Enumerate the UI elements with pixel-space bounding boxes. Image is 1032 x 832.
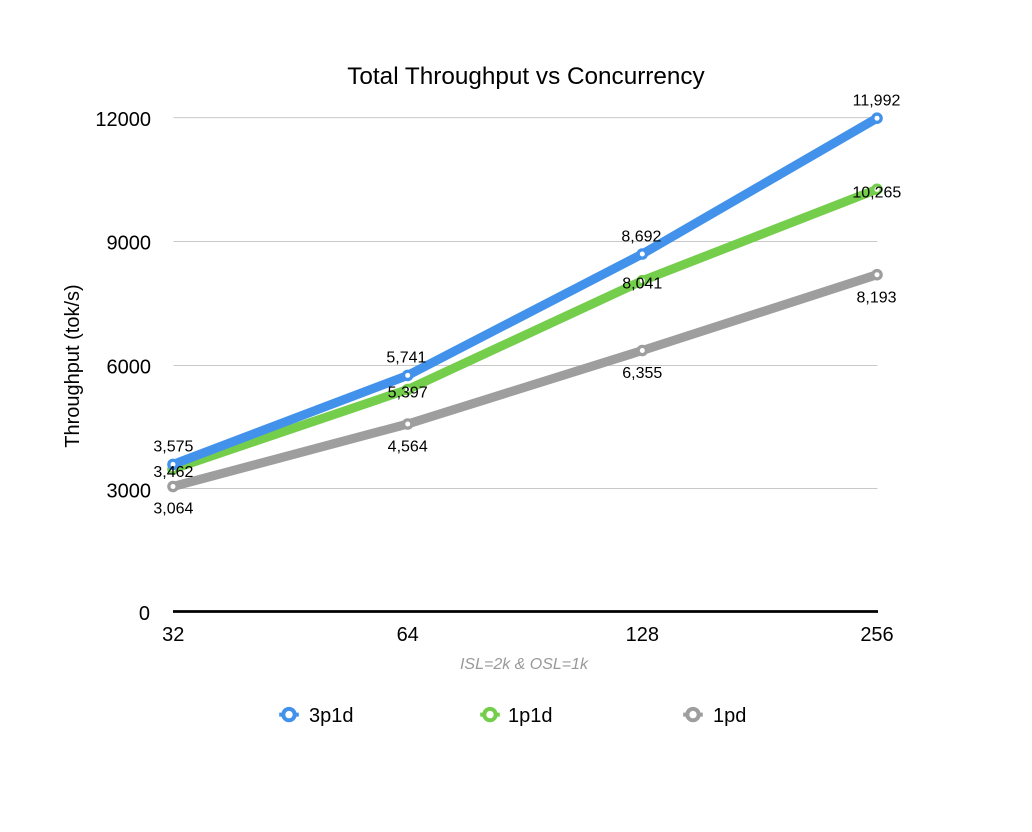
svg-text:Total Throughput vs Concurrenc: Total Throughput vs Concurrency [347, 63, 705, 90]
svg-text:64: 64 [397, 624, 419, 646]
svg-text:256: 256 [860, 624, 893, 646]
svg-text:12000: 12000 [95, 109, 151, 131]
svg-text:ISL=2k & OSL=1k: ISL=2k & OSL=1k [460, 656, 589, 673]
svg-text:32: 32 [162, 624, 184, 646]
svg-text:6,355: 6,355 [622, 365, 662, 382]
svg-text:5,741: 5,741 [386, 350, 426, 367]
svg-text:0: 0 [139, 603, 150, 625]
svg-text:1pd: 1pd [713, 705, 746, 727]
svg-text:3,575: 3,575 [153, 439, 193, 456]
svg-text:1p1d: 1p1d [508, 705, 553, 727]
svg-text:8,041: 8,041 [622, 276, 662, 293]
svg-text:10,265: 10,265 [852, 184, 901, 201]
svg-text:11,992: 11,992 [853, 93, 901, 110]
svg-text:3000: 3000 [107, 481, 152, 503]
svg-text:5,397: 5,397 [388, 385, 428, 402]
svg-text:128: 128 [626, 624, 659, 646]
svg-text:6000: 6000 [107, 357, 152, 379]
svg-text:8,692: 8,692 [621, 228, 661, 245]
svg-text:9000: 9000 [107, 233, 152, 255]
svg-text:3,064: 3,064 [153, 500, 193, 517]
svg-text:8,193: 8,193 [856, 289, 896, 306]
svg-text:3,462: 3,462 [153, 464, 193, 481]
svg-text:3p1d: 3p1d [309, 705, 354, 727]
svg-text:Throughput (tok/s): Throughput (tok/s) [62, 284, 84, 447]
svg-text:4,564: 4,564 [388, 439, 428, 456]
